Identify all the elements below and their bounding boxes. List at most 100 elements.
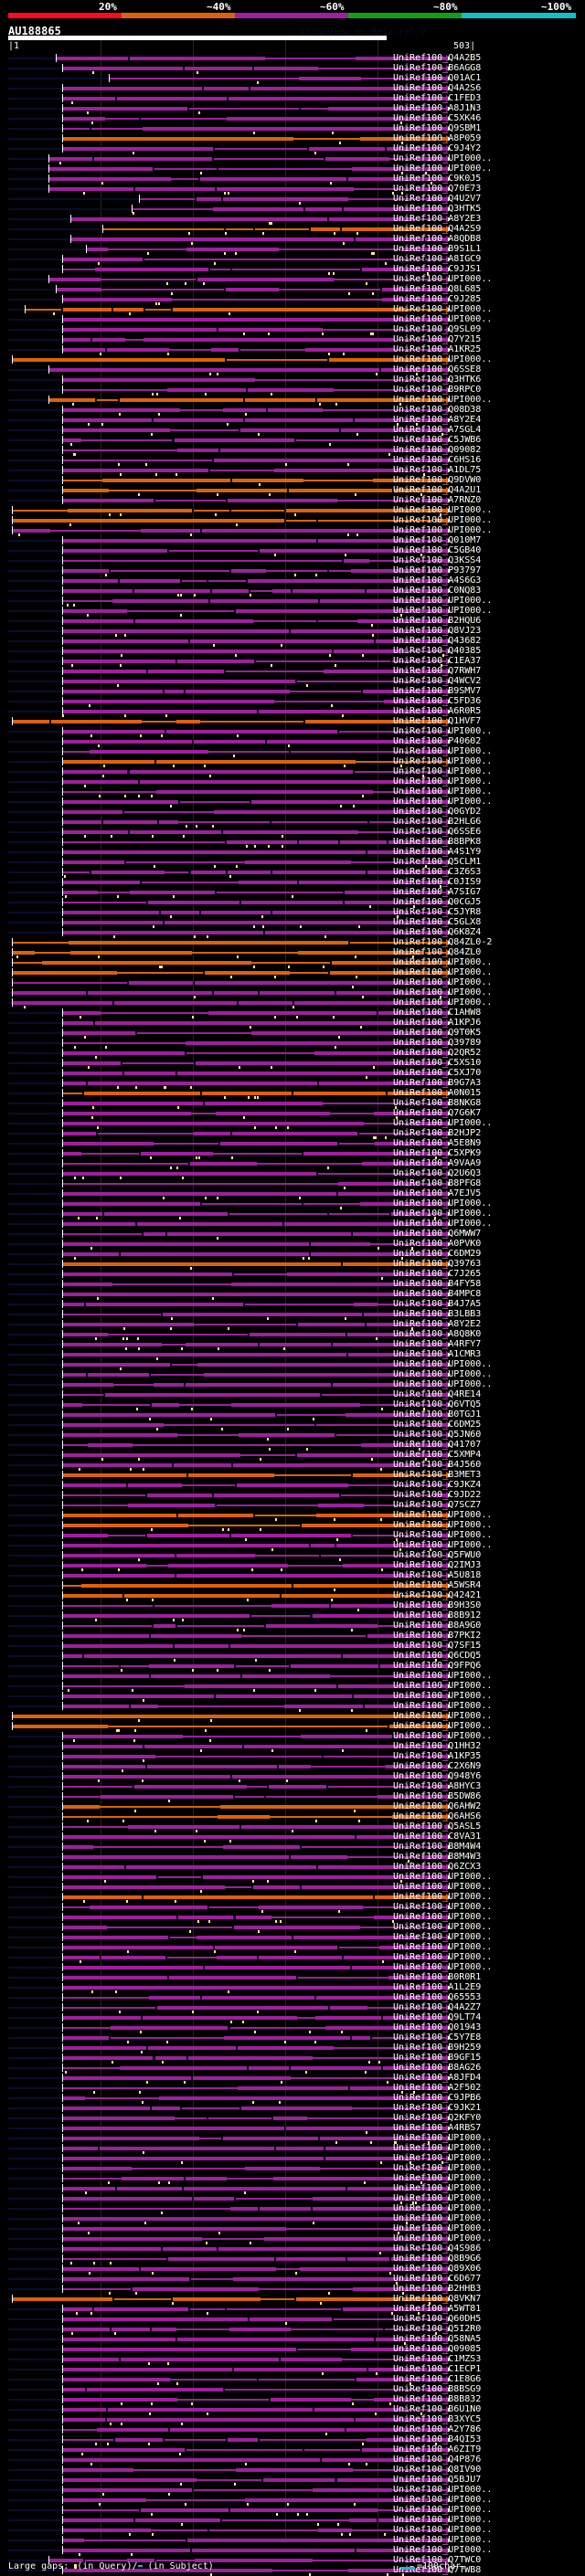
hit-row[interactable]: UniRef100_A2Y786 <box>0 2424 585 2434</box>
hit-label[interactable]: UniRef100_Q6AHS6 <box>393 1811 481 1821</box>
hit-label[interactable]: UniRef100_B4QI53 <box>393 2434 481 2444</box>
hit-row[interactable]: UniRef100_UPI000.. <box>0 153 585 164</box>
hit-row[interactable]: UniRef100_C1FED3 <box>0 93 585 103</box>
hit-label[interactable]: UniRef100_UPI000.. <box>393 1681 492 1691</box>
hit-label[interactable]: UniRef100_UPI000.. <box>393 1671 492 1681</box>
hit-row[interactable]: UniRef100_C9J285 <box>0 294 585 304</box>
hit-label[interactable]: UniRef100_C0NQ83 <box>393 586 481 596</box>
hit-label[interactable]: UniRef100_Q8VJ23 <box>393 626 481 636</box>
hit-row[interactable]: UniRef100_UPI000.. <box>0 1118 585 1128</box>
hit-label[interactable]: UniRef100_UPI000.. <box>393 1540 492 1550</box>
hit-label[interactable]: UniRef100_A6ZIT9 <box>393 2444 481 2455</box>
hit-row[interactable]: UniRef100_A9VAA9 <box>0 1158 585 1168</box>
hit-label[interactable]: UniRef100_B8M4W4 <box>393 1842 481 1852</box>
hit-row[interactable]: UniRef100_UPI000.. <box>0 987 585 998</box>
hit-row[interactable]: UniRef100_UPI000.. <box>0 314 585 324</box>
hit-label[interactable]: UniRef100_Q0GYD2 <box>393 807 481 817</box>
hit-label[interactable]: UniRef100_C9J4Y2 <box>393 143 481 153</box>
hit-label[interactable]: UniRef100_C5XJ70 <box>393 1068 481 1078</box>
hit-label[interactable]: UniRef100_B8AG26 <box>393 2063 481 2073</box>
hit-row[interactable]: UniRef100_Q09082 <box>0 445 585 455</box>
hit-row[interactable]: UniRef100_UPI000.. <box>0 1379 585 1389</box>
hit-row[interactable]: UniRef100_Q0CGJ5 <box>0 897 585 907</box>
hit-row[interactable]: UniRef100_UPI000.. <box>0 1721 585 1731</box>
hit-label[interactable]: UniRef100_UPI000.. <box>393 1892 492 1902</box>
hit-label[interactable]: UniRef100_A2Y786 <box>393 2424 481 2434</box>
hit-row[interactable]: UniRef100_UPI000.. <box>0 746 585 756</box>
hit-row[interactable]: UniRef100_Q9SBM1 <box>0 123 585 133</box>
hit-label[interactable]: UniRef100_A5WT81 <box>393 2304 481 2314</box>
hit-label[interactable]: UniRef100_B6U1N0 <box>393 2404 481 2414</box>
hit-row[interactable]: UniRef100_UPI000.. <box>0 1209 585 1219</box>
hit-label[interactable]: UniRef100_Q4A2B5 <box>393 53 481 63</box>
hit-row[interactable]: UniRef100_UPI000.. <box>0 395 585 405</box>
hit-row[interactable]: UniRef100_Q84ZL0 <box>0 947 585 957</box>
hit-label[interactable]: UniRef100_A1CMR3 <box>393 1349 481 1359</box>
hit-row[interactable]: UniRef100_Q6AHS6 <box>0 1811 585 1821</box>
hit-label[interactable]: UniRef100_Q5BJU7 <box>393 2475 481 2485</box>
hit-label[interactable]: UniRef100_Q5JN60 <box>393 1430 481 1440</box>
hit-label[interactable]: UniRef100_UPI000.. <box>393 2485 492 2495</box>
hit-row[interactable]: UniRef100_UPI000.. <box>0 726 585 736</box>
hit-label[interactable]: UniRef100_Q6ZCX3 <box>393 1862 481 1872</box>
hit-row[interactable]: UniRef100_B8BPK8 <box>0 837 585 847</box>
hit-label[interactable]: UniRef100_C1MZS3 <box>393 2354 481 2364</box>
hit-row[interactable]: UniRef100_UPI000.. <box>0 1530 585 1540</box>
hit-label[interactable]: UniRef100_B9SMV7 <box>393 686 481 696</box>
hit-row[interactable]: UniRef100_A4RFY7 <box>0 1339 585 1349</box>
hit-row[interactable]: UniRef100_A5WT81 <box>0 2304 585 2314</box>
hit-label[interactable]: UniRef100_UPI000.. <box>393 304 492 314</box>
hit-label[interactable]: UniRef100_B2HLG6 <box>393 817 481 827</box>
hit-row[interactable]: UniRef100_Q58NA5 <box>0 2334 585 2344</box>
hit-label[interactable]: UniRef100_C5FD36 <box>393 696 481 706</box>
hit-row[interactable]: UniRef100_Q43682 <box>0 636 585 646</box>
hit-label[interactable]: UniRef100_Q39763 <box>393 1259 481 1269</box>
hit-label[interactable]: UniRef100_UPI000.. <box>393 1379 492 1389</box>
hit-label[interactable]: UniRef100_Q70E73 <box>393 184 481 194</box>
hit-row[interactable]: UniRef100_B0R0R1 <box>0 1972 585 1982</box>
hit-row[interactable]: UniRef100_B7PKI2 <box>0 1631 585 1641</box>
hit-row[interactable]: UniRef100_B4J7A5 <box>0 1299 585 1309</box>
hit-label[interactable]: UniRef100_UPI000.. <box>393 967 492 977</box>
hit-label[interactable]: UniRef100_C9JKZ4 <box>393 1480 481 1490</box>
hit-label[interactable]: UniRef100_Q01943 <box>393 2022 481 2032</box>
hit-label[interactable]: UniRef100_Q60DH5 <box>393 2314 481 2324</box>
hit-label[interactable]: UniRef100_Q09082 <box>393 445 481 455</box>
hit-row[interactable]: UniRef100_Q2KFY0 <box>0 2113 585 2123</box>
hit-row[interactable]: UniRef100_C1AHW8 <box>0 1008 585 1018</box>
hit-label[interactable]: UniRef100_C1EA37 <box>393 656 481 666</box>
hit-row[interactable]: UniRef100_A8JFD4 <box>0 2073 585 2083</box>
hit-row[interactable]: UniRef100_Q1HVF7 <box>0 716 585 726</box>
hit-row[interactable]: UniRef100_UPI000.. <box>0 787 585 797</box>
hit-label[interactable]: UniRef100_UPI000.. <box>393 2223 492 2233</box>
hit-label[interactable]: UniRef100_B0TGJ1 <box>393 1409 481 1420</box>
hit-row[interactable]: UniRef100_A0PVK0 <box>0 1239 585 1249</box>
hit-row[interactable]: UniRef100_UPI000.. <box>0 2163 585 2173</box>
hit-row[interactable]: UniRef100_Q65553 <box>0 1992 585 2002</box>
hit-label[interactable]: UniRef100_C6DM25 <box>393 1420 481 1430</box>
hit-row[interactable]: UniRef100_A0N015 <box>0 1088 585 1098</box>
hit-label[interactable]: UniRef100_Q42421 <box>393 1590 481 1600</box>
hit-label[interactable]: UniRef100_UPI000.. <box>393 776 492 787</box>
hit-row[interactable]: UniRef100_Q84ZL0-2 <box>0 937 585 947</box>
hit-label[interactable]: UniRef100_UPI000.. <box>393 606 492 616</box>
hit-label[interactable]: UniRef100_UPI000.. <box>393 1872 492 1882</box>
hit-label[interactable]: UniRef100_UPI000.. <box>393 274 492 284</box>
hit-label[interactable]: UniRef100_UPI000.. <box>393 164 492 174</box>
hit-row[interactable]: UniRef100_UPI000.. <box>0 2143 585 2153</box>
hit-row[interactable]: UniRef100_A7EJV5 <box>0 1188 585 1198</box>
hit-label[interactable]: UniRef100_UPI000.. <box>393 505 492 515</box>
hit-label[interactable]: UniRef100_Q6SSE6 <box>393 827 481 837</box>
hit-row[interactable]: UniRef100_C6DM25 <box>0 1420 585 1430</box>
hit-label[interactable]: UniRef100_UPI000.. <box>393 2213 492 2223</box>
hit-label[interactable]: UniRef100_Q6VTQ5 <box>393 1399 481 1409</box>
hit-label[interactable]: UniRef100_Q4RE14 <box>393 1389 481 1399</box>
hit-label[interactable]: UniRef100_A8P059 <box>393 133 481 143</box>
hit-label[interactable]: UniRef100_C5Y7E8 <box>393 2032 481 2043</box>
hit-label[interactable]: UniRef100_UPI000.. <box>393 2173 492 2183</box>
hit-label[interactable]: UniRef100_UPI000.. <box>393 987 492 998</box>
hit-label[interactable]: UniRef100_Q41707 <box>393 1440 481 1450</box>
hit-label[interactable]: UniRef100_B8BSG9 <box>393 2384 481 2394</box>
hit-row[interactable]: UniRef100_Q4S986 <box>0 2243 585 2254</box>
hit-row[interactable]: UniRef100_B8B832 <box>0 2394 585 2404</box>
